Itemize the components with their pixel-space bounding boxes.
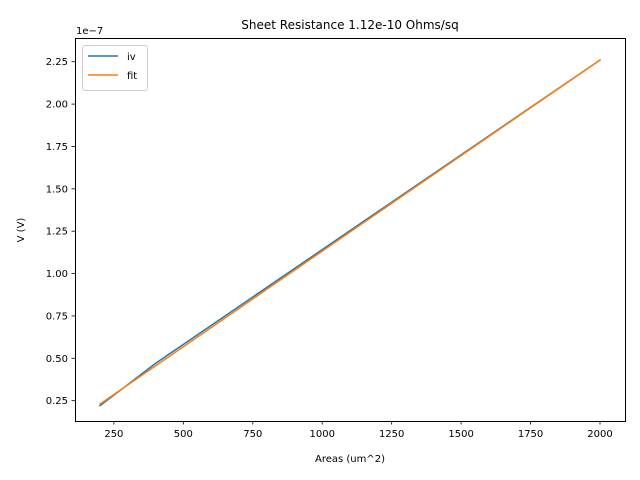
y-tick-label: 1.50 (46, 184, 68, 195)
x-tick-label: 2000 (587, 429, 612, 440)
y-tick-label: 0.25 (46, 396, 68, 407)
x-tick-label: 1750 (518, 429, 543, 440)
y-axis-label: V (V) (16, 218, 27, 243)
x-tick-label: 1500 (448, 429, 473, 440)
y-tick-label: 1.25 (46, 227, 68, 238)
legend-label-iv: iv (127, 52, 136, 63)
axes-frame (75, 38, 626, 422)
x-tick-label: 250 (104, 429, 123, 440)
x-axis: 250 500 750 1000 1250 1500 1750 2000 (104, 421, 613, 440)
y-tick-label: 2.00 (46, 100, 68, 111)
plot-area (98, 58, 602, 407)
y-axis: 0.25 0.50 0.75 1.00 1.25 1.50 1.75 2.00 2.25 (46, 57, 75, 407)
y-tick-label: 1.75 (46, 142, 68, 153)
legend-box (82, 45, 148, 91)
y-tick-label: 2.25 (46, 57, 68, 68)
legend: iv fit (82, 45, 148, 91)
y-offset-text: 1e−7 (76, 26, 103, 37)
x-tick-label: 500 (174, 429, 193, 440)
chart-title: Sheet Resistance 1.12e-10 Ohms/sq (241, 18, 458, 32)
legend-label-fit: fit (127, 71, 137, 82)
y-tick-label: 0.75 (46, 311, 68, 322)
y-tick-label: 1.00 (46, 269, 68, 280)
y-tick-label: 0.50 (46, 354, 68, 365)
x-axis-label: Areas (um^2) (315, 454, 385, 465)
x-tick-label: 1250 (379, 429, 404, 440)
x-tick-label: 1000 (309, 429, 334, 440)
series-line-fit (98, 58, 602, 406)
x-tick-label: 750 (243, 429, 262, 440)
